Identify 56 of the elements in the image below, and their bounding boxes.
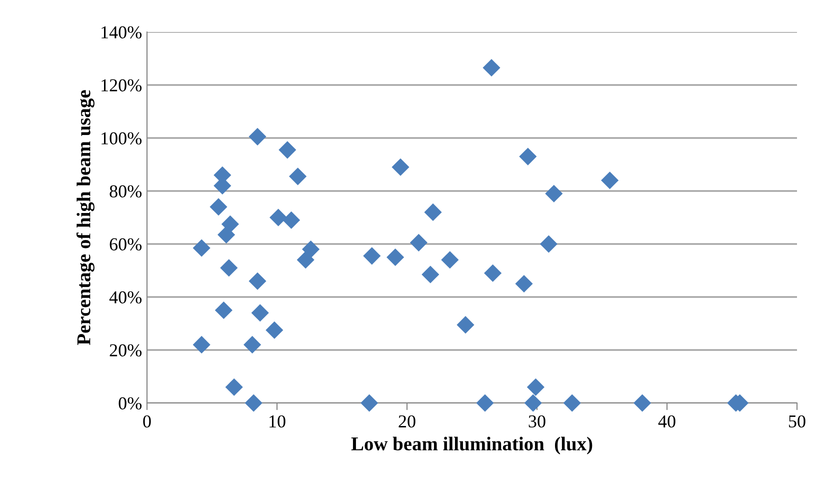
point <box>296 251 314 269</box>
point <box>386 248 404 266</box>
point <box>601 172 619 190</box>
point <box>410 234 428 252</box>
point <box>214 301 232 320</box>
x-tick-label: 30 <box>528 415 546 428</box>
point <box>563 394 581 412</box>
point <box>634 394 652 412</box>
point <box>456 316 474 334</box>
y-tick-label: 0% <box>118 397 142 410</box>
x-tick-label: 0 <box>143 415 151 428</box>
y-tick-label: 100% <box>102 132 142 144</box>
point <box>519 148 537 166</box>
point <box>482 58 500 77</box>
point <box>302 240 320 258</box>
y-tick-label: 40% <box>109 291 142 304</box>
point <box>266 321 284 339</box>
point <box>545 184 563 202</box>
point <box>526 378 544 396</box>
point <box>221 215 239 233</box>
x-tick-label: 50 <box>789 415 806 428</box>
point <box>248 272 266 290</box>
point <box>192 336 210 354</box>
point <box>424 203 442 221</box>
point <box>244 394 262 412</box>
y-tick-label: 60% <box>110 238 142 250</box>
point <box>540 235 558 253</box>
point <box>210 198 228 216</box>
point <box>524 394 542 412</box>
point <box>192 239 210 257</box>
point <box>278 141 296 159</box>
x-axis-title: Low beam illumination (lux) <box>351 436 592 454</box>
y-tick-label: 140% <box>102 26 142 38</box>
x-tick-label: 10 <box>270 415 286 428</box>
point <box>244 336 262 354</box>
x-tick-label: 20 <box>398 415 416 428</box>
point <box>251 304 269 322</box>
point <box>220 259 238 277</box>
point <box>515 274 533 293</box>
point <box>476 394 494 412</box>
point <box>363 247 381 265</box>
y-tick-label: 20% <box>110 344 142 356</box>
point <box>225 378 243 396</box>
point <box>484 264 502 282</box>
point <box>360 394 378 412</box>
x-tick-label: 40 <box>658 415 676 428</box>
point <box>270 208 288 226</box>
y-tick-label: 120% <box>102 79 142 92</box>
y-axis-title: Percentage of high beam usage <box>76 90 94 345</box>
point <box>392 158 410 176</box>
y-tick-label: 80% <box>110 185 142 198</box>
point <box>282 211 300 229</box>
point <box>422 266 440 284</box>
point <box>248 128 266 146</box>
point <box>441 251 459 269</box>
point <box>289 168 307 186</box>
